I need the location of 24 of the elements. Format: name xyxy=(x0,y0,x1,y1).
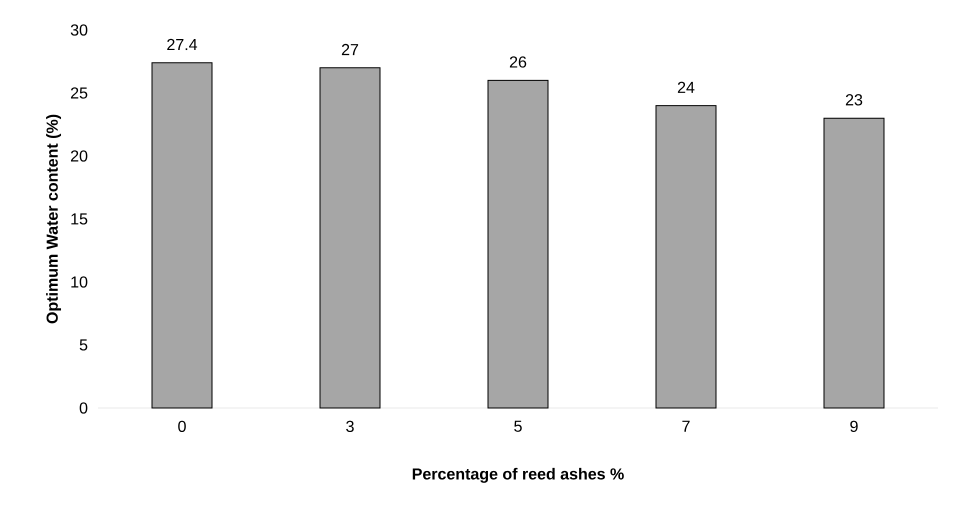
y-tick-label: 10 xyxy=(71,276,88,288)
x-tick-label: 7 xyxy=(682,420,690,432)
bar xyxy=(320,67,381,408)
x-tick-label: 0 xyxy=(178,420,186,432)
x-tick-label: 5 xyxy=(514,420,522,432)
data-label: 24 xyxy=(678,82,694,93)
y-tick-label: 20 xyxy=(70,150,88,162)
data-label: 27 xyxy=(342,44,358,56)
data-label: 23 xyxy=(846,94,862,106)
bar xyxy=(152,62,213,408)
bar xyxy=(488,80,549,408)
y-axis-title: Optimum Water content (%) xyxy=(46,114,62,324)
y-tick-label: 0 xyxy=(80,402,88,414)
x-tick-label: 3 xyxy=(346,420,354,432)
y-tick-label: 25 xyxy=(70,87,88,99)
x-tick-label: 9 xyxy=(850,420,858,432)
y-tick-label: 5 xyxy=(80,339,88,351)
data-label: 26 xyxy=(510,56,526,68)
y-tick-label: 15 xyxy=(71,213,88,225)
y-tick-label: 30 xyxy=(70,24,88,36)
bar xyxy=(656,105,716,408)
bar xyxy=(823,118,884,408)
data-label: 27.4 xyxy=(167,38,198,50)
x-axis-title: Percentage of reed ashes % xyxy=(412,468,624,483)
